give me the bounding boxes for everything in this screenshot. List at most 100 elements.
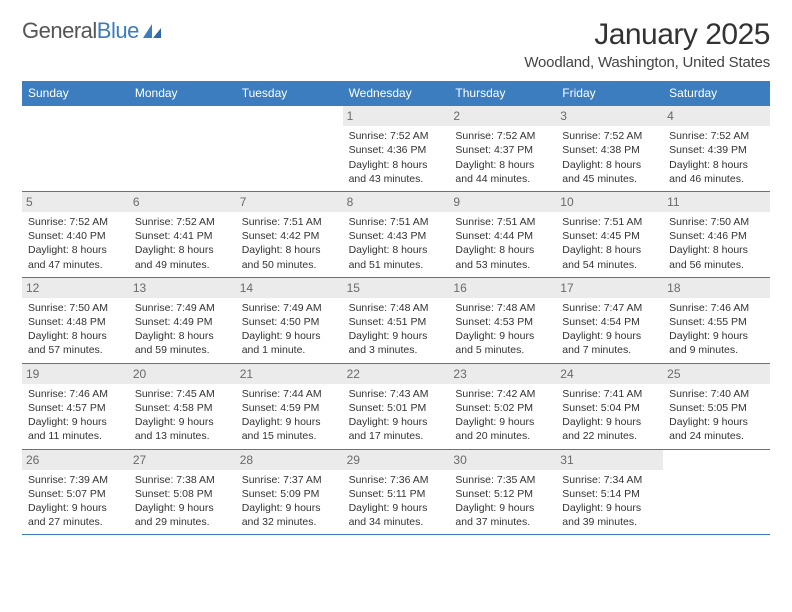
sunrise-line: Sunrise: 7:52 AM	[28, 215, 123, 229]
brand-name-part1: General	[22, 18, 97, 44]
sunset-line: Sunset: 5:11 PM	[349, 487, 444, 501]
day-number: 17	[556, 278, 663, 298]
brand-logo: GeneralBlue	[22, 18, 163, 44]
daylight1-line: Daylight: 9 hours	[455, 329, 550, 343]
calendar-week-row: 12Sunrise: 7:50 AMSunset: 4:48 PMDayligh…	[22, 278, 770, 364]
daylight2-line: and 5 minutes.	[455, 343, 550, 357]
daylight2-line: and 46 minutes.	[669, 172, 764, 186]
calendar-day-cell: 7Sunrise: 7:51 AMSunset: 4:42 PMDaylight…	[236, 192, 343, 277]
daylight1-line: Daylight: 9 hours	[135, 415, 230, 429]
sunset-line: Sunset: 4:51 PM	[349, 315, 444, 329]
daylight1-line: Daylight: 8 hours	[349, 243, 444, 257]
sunset-line: Sunset: 4:40 PM	[28, 229, 123, 243]
day-number: 27	[129, 450, 236, 470]
daylight2-line: and 15 minutes.	[242, 429, 337, 443]
sunrise-line: Sunrise: 7:35 AM	[455, 473, 550, 487]
daylight2-line: and 27 minutes.	[28, 515, 123, 529]
calendar-day-cell: 28Sunrise: 7:37 AMSunset: 5:09 PMDayligh…	[236, 450, 343, 535]
day-number: 8	[343, 192, 450, 212]
sunset-line: Sunset: 5:02 PM	[455, 401, 550, 415]
calendar-day-cell: 12Sunrise: 7:50 AMSunset: 4:48 PMDayligh…	[22, 278, 129, 363]
daylight1-line: Daylight: 9 hours	[669, 329, 764, 343]
calendar-day-cell: 17Sunrise: 7:47 AMSunset: 4:54 PMDayligh…	[556, 278, 663, 363]
sunrise-line: Sunrise: 7:45 AM	[135, 387, 230, 401]
calendar-day-cell: 24Sunrise: 7:41 AMSunset: 5:04 PMDayligh…	[556, 364, 663, 449]
weekday-header: Monday	[129, 81, 236, 106]
calendar-day-cell: 4Sunrise: 7:52 AMSunset: 4:39 PMDaylight…	[663, 106, 770, 191]
day-number: 3	[556, 106, 663, 126]
day-number: 15	[343, 278, 450, 298]
calendar-day-cell: 27Sunrise: 7:38 AMSunset: 5:08 PMDayligh…	[129, 450, 236, 535]
day-number: 16	[449, 278, 556, 298]
daylight1-line: Daylight: 8 hours	[669, 243, 764, 257]
calendar-day-cell: 26Sunrise: 7:39 AMSunset: 5:07 PMDayligh…	[22, 450, 129, 535]
sunset-line: Sunset: 5:14 PM	[562, 487, 657, 501]
sail-icon	[141, 22, 163, 40]
daylight1-line: Daylight: 9 hours	[135, 501, 230, 515]
sunset-line: Sunset: 4:41 PM	[135, 229, 230, 243]
daylight2-line: and 51 minutes.	[349, 258, 444, 272]
calendar-day-cell: 29 Sunrise: 7:36 AMSunset: 5:11 PMDayligh…	[343, 450, 450, 535]
daylight2-line: and 20 minutes.	[455, 429, 550, 443]
daylight2-line: and 13 minutes.	[135, 429, 230, 443]
calendar-day-cell: 2Sunrise: 7:52 AMSunset: 4:37 PMDaylight…	[449, 106, 556, 191]
daylight1-line: Daylight: 9 hours	[349, 329, 444, 343]
sunset-line: Sunset: 5:05 PM	[669, 401, 764, 415]
calendar-day-cell: 20Sunrise: 7:45 AMSunset: 4:58 PMDayligh…	[129, 364, 236, 449]
day-number: 5	[22, 192, 129, 212]
sunset-line: Sunset: 4:55 PM	[669, 315, 764, 329]
calendar-day-cell: 14Sunrise: 7:49 AMSunset: 4:50 PMDayligh…	[236, 278, 343, 363]
day-number: 19	[22, 364, 129, 384]
sunrise-line: Sunrise: 7:36 AM	[349, 473, 444, 487]
day-number: 6	[129, 192, 236, 212]
day-number: 18	[663, 278, 770, 298]
sunrise-line: Sunrise: 7:40 AM	[669, 387, 764, 401]
calendar-day-cell: 15 Sunrise: 7:48 AMSunset: 4:51 PMDayligh…	[343, 278, 450, 363]
daylight1-line: Daylight: 8 hours	[28, 329, 123, 343]
daylight1-line: Daylight: 9 hours	[562, 415, 657, 429]
sunrise-line: Sunrise: 7:38 AM	[135, 473, 230, 487]
calendar-day-cell: 1Sunrise: 7:52 AMSunset: 4:36 PMDaylight…	[343, 106, 450, 191]
weeks-container: 1Sunrise: 7:52 AMSunset: 4:36 PMDaylight…	[22, 106, 770, 535]
daylight2-line: and 37 minutes.	[455, 515, 550, 529]
calendar-page: GeneralBlue January 2025 Woodland, Washi…	[0, 0, 792, 545]
day-number: 22	[343, 364, 450, 384]
day-number: 7	[236, 192, 343, 212]
sunrise-line: Sunrise: 7:48 AM	[349, 301, 444, 315]
daylight2-line: and 1 minute.	[242, 343, 337, 357]
sunset-line: Sunset: 4:37 PM	[455, 143, 550, 157]
calendar-day-cell	[236, 106, 343, 191]
day-number: 29	[343, 450, 450, 470]
sunset-line: Sunset: 4:43 PM	[349, 229, 444, 243]
sunrise-line: Sunrise: 7:41 AM	[562, 387, 657, 401]
day-number: 10	[556, 192, 663, 212]
day-number: 23	[449, 364, 556, 384]
sunset-line: Sunset: 4:46 PM	[669, 229, 764, 243]
calendar-day-cell: 22Sunrise: 7:43 AMSunset: 5:01 PMDayligh…	[343, 364, 450, 449]
daylight1-line: Daylight: 8 hours	[562, 158, 657, 172]
daylight2-line: and 47 minutes.	[28, 258, 123, 272]
calendar-day-cell	[663, 450, 770, 535]
day-number: 25	[663, 364, 770, 384]
calendar-day-cell: 16Sunrise: 7:48 AMSunset: 4:53 PMDayligh…	[449, 278, 556, 363]
calendar-day-cell: 19Sunrise: 7:46 AMSunset: 4:57 PMDayligh…	[22, 364, 129, 449]
daylight2-line: and 59 minutes.	[135, 343, 230, 357]
sunset-line: Sunset: 4:42 PM	[242, 229, 337, 243]
sunrise-line: Sunrise: 7:51 AM	[562, 215, 657, 229]
calendar-week-row: 1Sunrise: 7:52 AMSunset: 4:36 PMDaylight…	[22, 106, 770, 192]
calendar-day-cell	[129, 106, 236, 191]
daylight2-line: and 43 minutes.	[349, 172, 444, 186]
sunset-line: Sunset: 5:07 PM	[28, 487, 123, 501]
day-number: 20	[129, 364, 236, 384]
calendar-day-cell: 30Sunrise: 7:35 AMSunset: 5:12 PMDayligh…	[449, 450, 556, 535]
sunrise-line: Sunrise: 7:39 AM	[28, 473, 123, 487]
calendar-day-cell: 11Sunrise: 7:50 AMSunset: 4:46 PMDayligh…	[663, 192, 770, 277]
daylight2-line: and 44 minutes.	[455, 172, 550, 186]
sunrise-line: Sunrise: 7:37 AM	[242, 473, 337, 487]
daylight1-line: Daylight: 9 hours	[349, 501, 444, 515]
calendar-day-cell: 5Sunrise: 7:52 AMSunset: 4:40 PMDaylight…	[22, 192, 129, 277]
sunrise-line: Sunrise: 7:50 AM	[669, 215, 764, 229]
day-number: 31	[556, 450, 663, 470]
location-line: Woodland, Washington, United States	[524, 54, 770, 71]
day-number: 4	[663, 106, 770, 126]
